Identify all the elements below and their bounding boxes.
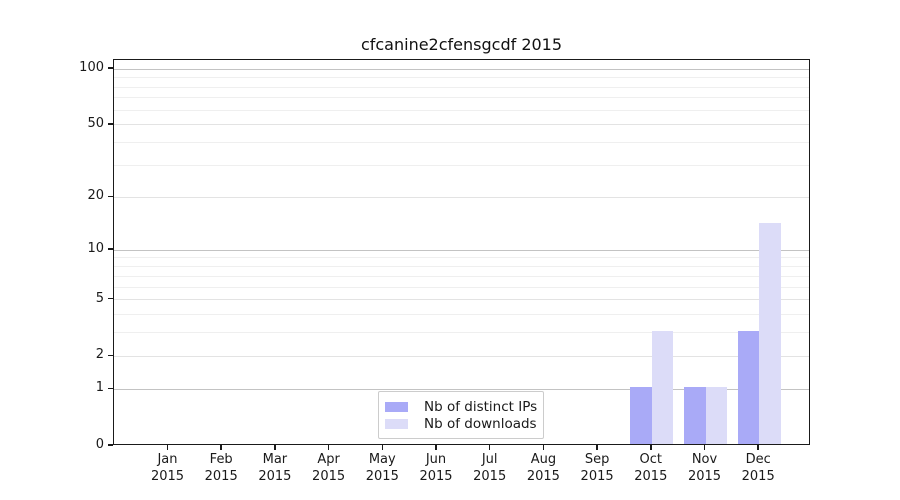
gridline-y-100 — [114, 68, 809, 70]
gridline-y-4 — [114, 314, 809, 316]
plot-area — [113, 59, 810, 445]
bar-nov-distinct-ips — [684, 387, 706, 444]
gridline-y-6 — [114, 286, 809, 288]
x-tick-dec — [757, 445, 759, 450]
x-tick-label-sep: Sep 2015 — [580, 452, 614, 484]
y-tick-20 — [107, 195, 113, 198]
bar-dec-distinct-ips — [737, 330, 760, 444]
x-tick-jul — [488, 445, 491, 450]
gridline-y-70 — [114, 97, 809, 99]
gridline-y-3 — [114, 332, 809, 334]
legend: Nb of distinct IPs Nb of downloads — [378, 391, 544, 439]
gridline-y-5 — [114, 299, 809, 301]
x-tick-label-oct: Oct 2015 — [634, 452, 668, 484]
x-tick-aug — [542, 445, 545, 450]
x-tick-sep — [596, 445, 598, 450]
y-tick-label-1: 1 — [95, 380, 104, 396]
x-tick-label-feb: Feb 2015 — [204, 452, 238, 484]
y-tick-label-5: 5 — [95, 290, 104, 306]
chart-title: cfcanine2cfensgcdf 2015 — [360, 35, 563, 54]
y-tick-label-20: 20 — [87, 188, 104, 204]
legend-swatch-downloads — [385, 418, 408, 429]
bar-oct-downloads — [651, 330, 674, 444]
bar-oct-distinct-ips — [630, 387, 652, 444]
y-tick-label-0: 0 — [95, 437, 104, 452]
y-tick-label-10: 10 — [87, 241, 104, 257]
y-tick-0 — [107, 444, 113, 446]
x-tick-nov — [703, 445, 706, 450]
x-tick-label-may: May 2015 — [365, 452, 399, 484]
legend-swatch-distinct-ips — [385, 401, 408, 412]
gridline-y-50 — [114, 124, 809, 126]
y-tick-100 — [107, 67, 113, 69]
x-tick-label-aug: Aug 2015 — [526, 452, 560, 484]
x-tick-apr — [327, 445, 330, 450]
x-tick-label-apr: Apr 2015 — [312, 452, 346, 484]
gridline-y-1 — [114, 388, 809, 390]
y-tick-50 — [107, 123, 113, 125]
gridline-y-40 — [114, 142, 809, 144]
y-tick-2 — [107, 354, 113, 357]
x-tick-label-jun: Jun 2015 — [419, 452, 453, 484]
y-tick-5 — [107, 297, 113, 300]
bar-nov-downloads — [705, 387, 727, 444]
legend-label-downloads: Nb of downloads — [424, 415, 537, 432]
x-tick-may — [381, 445, 384, 450]
legend-row-distinct-ips: Nb of distinct IPs — [385, 398, 538, 415]
x-tick-feb — [220, 445, 222, 450]
x-tick-jan — [166, 445, 169, 450]
x-tick-label-jan: Jan 2015 — [150, 452, 185, 484]
y-tick-label-50: 50 — [87, 115, 104, 131]
gridline-y-80 — [114, 86, 809, 88]
gridline-y-20 — [114, 196, 809, 198]
x-tick-label-nov: Nov 2015 — [687, 452, 722, 484]
bar-dec-downloads — [759, 222, 781, 444]
gridline-y-60 — [114, 109, 809, 111]
y-tick-10 — [107, 248, 113, 250]
x-tick-label-mar: Mar 2015 — [258, 452, 292, 484]
gridline-y-7 — [114, 275, 809, 277]
legend-label-distinct-ips: Nb of distinct IPs — [424, 398, 538, 415]
gridline-y-10 — [114, 249, 809, 251]
gridline-y-90 — [114, 77, 809, 79]
x-tick-jun — [435, 445, 437, 450]
gridline-y-30 — [114, 165, 809, 167]
y-tick-1 — [107, 387, 113, 390]
x-tick-label-dec: Dec 2015 — [741, 452, 775, 484]
x-tick-oct — [650, 445, 652, 450]
gridline-y-9 — [114, 257, 809, 259]
gridline-y-2 — [114, 355, 809, 357]
legend-row-downloads: Nb of downloads — [385, 415, 537, 432]
x-tick-label-jul: Jul 2015 — [473, 452, 507, 484]
gridline-y-8 — [114, 266, 809, 268]
y-tick-label-100: 100 — [79, 60, 104, 76]
y-tick-label-2: 2 — [95, 347, 104, 363]
x-tick-mar — [274, 445, 276, 450]
